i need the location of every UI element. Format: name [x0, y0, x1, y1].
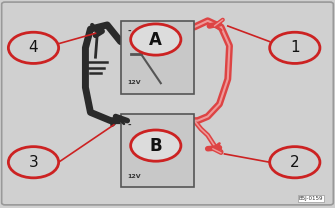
- Text: 3: 3: [28, 155, 39, 170]
- Text: -: -: [127, 27, 131, 36]
- FancyBboxPatch shape: [121, 21, 194, 94]
- Text: -: -: [127, 121, 131, 130]
- Text: B: B: [149, 137, 162, 155]
- Text: 2: 2: [290, 155, 299, 170]
- Circle shape: [8, 32, 59, 63]
- Circle shape: [270, 147, 320, 178]
- Circle shape: [8, 147, 59, 178]
- Text: B5J-0159: B5J-0159: [299, 196, 323, 201]
- Text: 12V: 12V: [127, 80, 141, 85]
- Text: 1: 1: [290, 40, 299, 55]
- FancyBboxPatch shape: [121, 114, 194, 187]
- Circle shape: [131, 24, 181, 55]
- Text: 4: 4: [29, 40, 38, 55]
- Circle shape: [270, 32, 320, 63]
- Circle shape: [131, 130, 181, 161]
- Text: A: A: [149, 31, 162, 48]
- Text: 12V: 12V: [127, 174, 141, 179]
- FancyBboxPatch shape: [2, 2, 333, 205]
